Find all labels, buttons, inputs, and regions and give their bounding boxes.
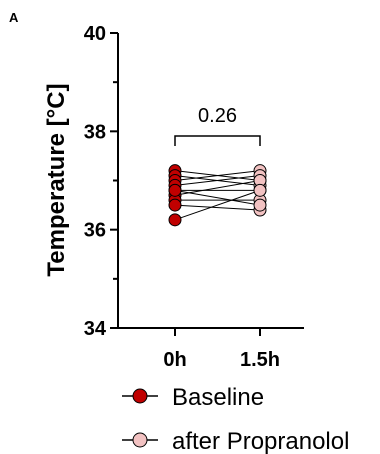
x-axis: 0h 1.5h <box>118 327 304 371</box>
y-tick-label: 40 <box>84 23 106 45</box>
pair-line <box>174 170 261 181</box>
x-tick-label: 0h <box>163 349 186 371</box>
pair-line <box>174 175 261 186</box>
y-axis: 34 36 38 40 <box>84 23 119 340</box>
legend-marker <box>132 388 148 404</box>
p-value-label: 0.26 <box>198 105 237 127</box>
paired-lines <box>174 170 261 221</box>
pair-line <box>174 204 261 211</box>
data-point <box>253 183 267 197</box>
data-point <box>168 183 182 197</box>
pair-line <box>174 189 261 221</box>
data-points <box>168 164 267 227</box>
y-tick-label: 34 <box>84 318 107 340</box>
data-point <box>168 213 182 227</box>
panel-label: A <box>9 10 19 25</box>
data-point <box>168 198 182 212</box>
y-tick-label: 36 <box>84 220 106 242</box>
legend: Baseline after Propranolol <box>122 384 349 454</box>
legend-label: Baseline <box>172 384 264 411</box>
y-tick-label: 38 <box>84 121 106 143</box>
legend-label: after Propranolol <box>172 428 349 454</box>
y-axis-title: Temperature [°C] <box>43 83 70 276</box>
x-tick-label: 1.5h <box>240 349 280 371</box>
legend-marker <box>132 432 148 448</box>
bracket-line <box>174 135 261 146</box>
significance-bracket: 0.26 <box>174 105 261 146</box>
data-point <box>253 198 267 212</box>
pair-line <box>174 189 261 206</box>
